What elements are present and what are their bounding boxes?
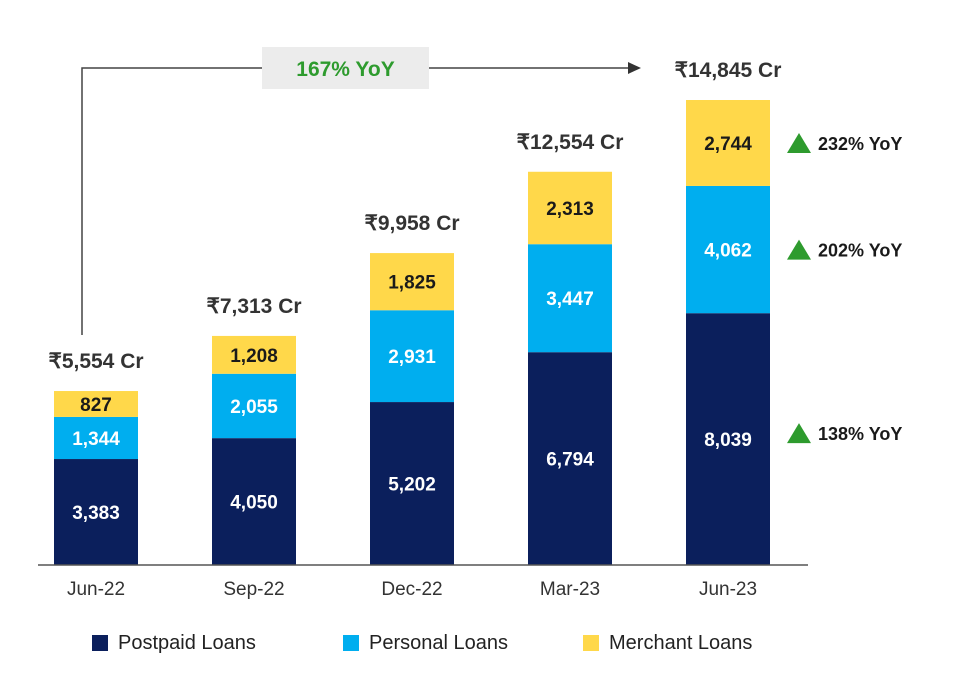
data-label-personal-1: 2,055 [230,397,278,418]
bar-personal-1 [212,373,296,439]
data-label-personal-2: 2,931 [388,347,436,368]
data-label-postpaid-3: 6,794 [546,450,594,471]
bar-merchant-0 [54,391,138,417]
data-label-merchant-4: 2,744 [704,134,752,155]
up-triangle-icon [787,132,811,153]
data-label-personal-0: 1,344 [72,429,120,450]
data-label-postpaid-2: 5,202 [388,475,436,496]
bar-postpaid-2 [370,402,454,565]
total-label-4: ₹14,845 Cr [675,59,782,82]
legend-item-personal: Personal Loans [343,628,508,658]
legend-item-postpaid: Postpaid Loans [92,628,256,658]
legend-swatch-merchant [583,635,599,651]
data-label-merchant-0: 827 [80,395,112,416]
bar-merchant-4 [686,100,770,186]
yoy-markers-group: 138% YoY 202% YoY 232% YoY [787,132,902,444]
data-label-postpaid-0: 3,383 [72,503,120,524]
data-label-merchant-1: 1,208 [230,346,278,367]
legend-swatch-personal [343,635,359,651]
legend: Postpaid Loans Personal Loans Merchant L… [0,628,974,658]
x-tick-2: Dec-22 [381,579,442,600]
bar-postpaid-0 [54,459,138,565]
bar-personal-2 [370,310,454,403]
total-label-0: ₹5,554 Cr [48,350,143,373]
legend-label-merchant: Merchant Loans [609,631,753,654]
growth-callout-box [262,47,429,89]
yoy-label-personal: 202% YoY [818,241,902,261]
bar-merchant-2 [370,253,454,311]
growth-callout-text: 167% YoY [296,58,394,81]
x-tick-0: Jun-22 [67,579,125,600]
data-label-postpaid-1: 4,050 [230,493,278,514]
segment-labels-group: 3,383 1,344 827 4,050 2,055 1,208 5,202 2,931 1,… [72,134,752,524]
growth-bracket-line [81,67,262,335]
bar-postpaid-1 [212,438,296,565]
growth-arrow-head [628,62,641,74]
bar-personal-0 [54,416,138,460]
total-label-1: ₹7,313 Cr [206,295,301,318]
x-tick-1: Sep-22 [223,579,284,600]
x-tick-4: Jun-23 [699,579,757,600]
bar-postpaid-3 [528,352,612,565]
yoy-label-postpaid: 138% YoY [818,424,902,444]
up-triangle-icon [787,239,811,260]
bar-postpaid-4 [686,313,770,565]
data-label-postpaid-4: 8,039 [704,430,752,451]
legend-label-personal: Personal Loans [369,631,508,654]
legend-swatch-postpaid [92,635,108,651]
yoy-label-merchant: 232% YoY [818,134,902,154]
legend-label-postpaid: Postpaid Loans [118,631,256,654]
bar-personal-3 [528,244,612,353]
x-tick-3: Mar-23 [540,579,600,600]
bars-group [54,100,770,565]
legend-item-merchant: Merchant Loans [583,628,752,658]
total-labels-group: ₹5,554 Cr ₹7,313 Cr ₹9,958 Cr ₹12,554 Cr ₹14… [48,59,781,373]
total-label-2: ₹9,958 Cr [364,212,459,235]
data-label-personal-3: 3,447 [546,289,594,310]
total-label-3: ₹12,554 Cr [517,131,624,154]
data-label-merchant-3: 2,313 [546,199,594,220]
data-label-merchant-2: 1,825 [388,273,436,294]
x-tick-labels-group: Jun-22 Sep-22 Dec-22 Mar-23 Jun-23 [67,579,757,600]
bar-merchant-1 [212,335,296,374]
bar-personal-4 [686,185,770,314]
data-label-personal-4: 4,062 [704,241,752,262]
up-triangle-icon [787,423,811,444]
bar-merchant-3 [528,171,612,245]
